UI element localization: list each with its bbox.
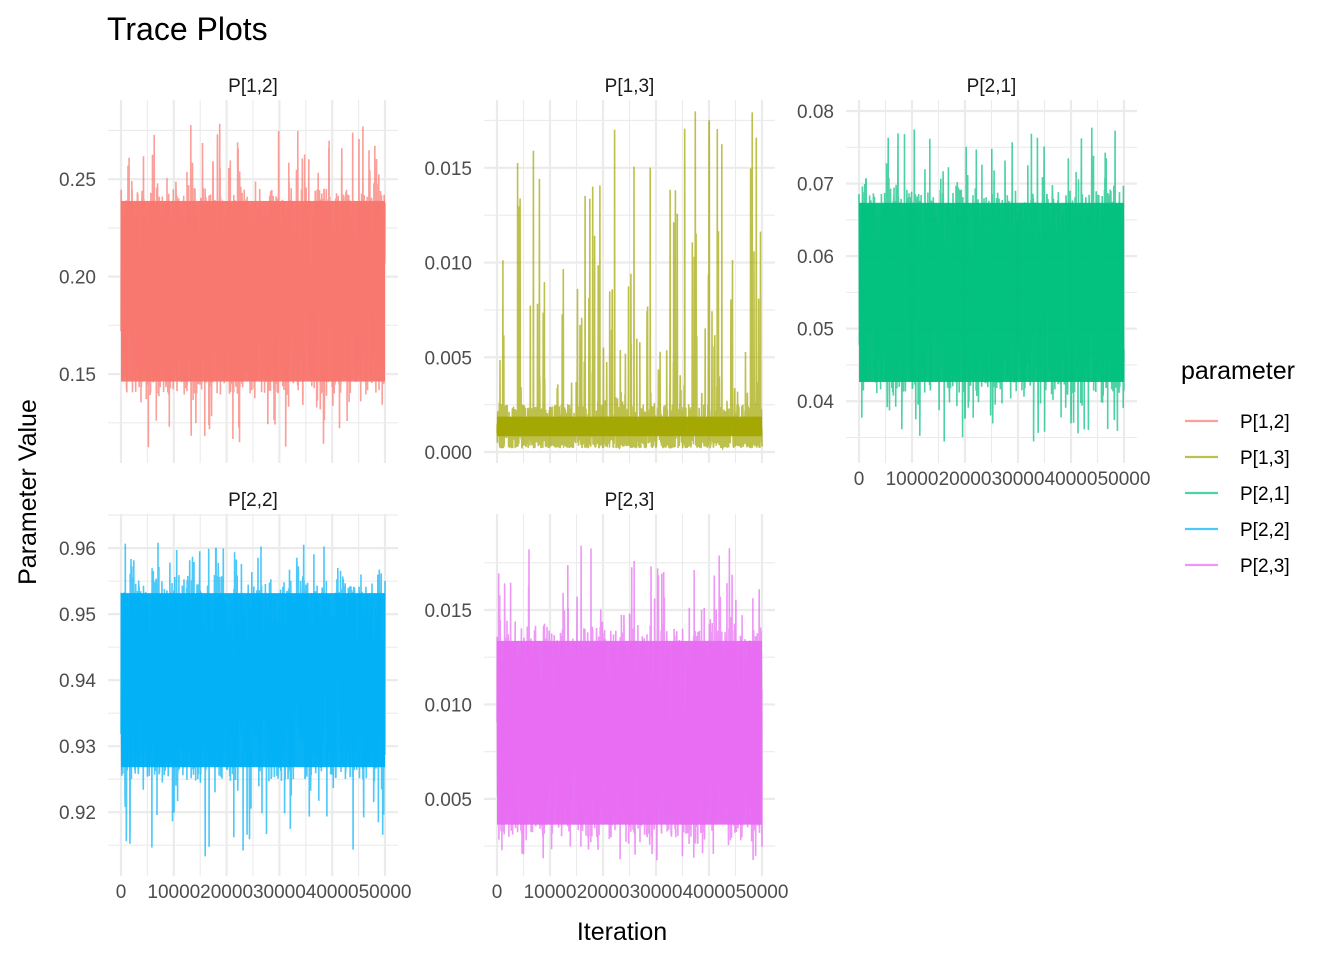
legend-label: P[2,1] <box>1240 484 1290 505</box>
legend-label: P[1,2] <box>1240 412 1290 433</box>
x-tick-label: 10000 <box>886 469 939 490</box>
facet-panel: P[1,2] 0.15 0.20 0.25 <box>59 76 398 463</box>
x-tick-label: 20000 <box>939 469 992 490</box>
x-axis-title: Iteration <box>577 918 667 946</box>
legend-label: P[1,3] <box>1240 448 1290 469</box>
facet-panel: P[2,3] 0.005 0.010 0.015 0 10000 20000 30000 400… <box>424 490 788 903</box>
x-tick-label: 40000 <box>1045 469 1098 490</box>
y-tick-label: 0.94 <box>59 671 96 692</box>
legend-label: P[2,3] <box>1240 556 1290 577</box>
x-tick-label: 40000 <box>306 882 359 903</box>
trace-core <box>121 593 385 768</box>
trace-core <box>121 200 385 382</box>
y-axis-title: Parameter Value <box>14 399 42 585</box>
x-tick-label: 10000 <box>147 882 200 903</box>
x-tick-label: 20000 <box>577 882 630 903</box>
y-tick-label: 0.015 <box>424 601 472 622</box>
x-tick-label: 0 <box>492 882 503 903</box>
x-tick-label: 30000 <box>253 882 306 903</box>
x-tick-label: 50000 <box>1098 469 1151 490</box>
y-tick-label: 0.95 <box>59 605 96 626</box>
y-tick-label: 0.20 <box>59 268 96 289</box>
y-tick-label: 0.93 <box>59 737 96 758</box>
y-tick-label: 0.15 <box>59 365 96 386</box>
x-tick-label: 30000 <box>630 882 683 903</box>
y-tick-label: 0.04 <box>797 392 834 413</box>
facet-strip-label: P[2,1] <box>967 76 1017 97</box>
facet-strip-label: P[1,2] <box>228 76 278 97</box>
y-tick-label: 0.010 <box>424 254 472 275</box>
legend-title: parameter <box>1181 357 1295 385</box>
y-tick-label: 0.010 <box>424 695 472 716</box>
x-tick-label: 0 <box>116 882 127 903</box>
y-tick-label: 0.005 <box>424 790 472 811</box>
y-tick-label: 0.000 <box>424 443 472 464</box>
x-tick-label: 50000 <box>359 882 412 903</box>
y-tick-label: 0.06 <box>797 247 834 268</box>
facet-strip-label: P[2,3] <box>605 490 655 511</box>
trace-core <box>859 202 1124 382</box>
y-tick-label: 0.05 <box>797 320 834 341</box>
y-tick-label: 0.08 <box>797 102 834 123</box>
x-tick-label: 0 <box>854 469 865 490</box>
x-tick-label: 30000 <box>992 469 1045 490</box>
facet-strip-label: P[1,3] <box>605 76 655 97</box>
facet-panel: P[2,1] 0.04 0.05 0.06 0.07 0.08 0 10000 20000 300… <box>797 76 1150 490</box>
trace-core <box>497 416 762 437</box>
y-tick-label: 0.015 <box>424 159 472 180</box>
x-tick-label: 10000 <box>524 882 577 903</box>
facet-strip-label: P[2,2] <box>228 490 278 511</box>
y-tick-label: 0.25 <box>59 170 96 191</box>
trace-core <box>497 640 762 825</box>
y-tick-label: 0.96 <box>59 539 96 560</box>
x-tick-label: 40000 <box>683 882 736 903</box>
legend: parameter P[1,2] P[1,3] P[2,1] P[2,2] P[2,3] <box>1181 357 1295 577</box>
facet-panels: P[1,2] 0.15 0.20 0.25 P[1,3] 0.000 0.005 0.010 0… <box>59 76 1150 903</box>
legend-label: P[2,2] <box>1240 520 1290 541</box>
x-tick-label: 50000 <box>736 882 789 903</box>
facet-panel: P[1,3] 0.000 0.005 0.010 0.015 <box>424 76 775 464</box>
y-tick-label: 0.92 <box>59 803 96 824</box>
x-tick-label: 20000 <box>200 882 253 903</box>
y-tick-label: 0.005 <box>424 348 472 369</box>
y-tick-label: 0.07 <box>797 175 834 196</box>
chart-title: Trace Plots <box>107 11 268 47</box>
facet-panel: P[2,2] 0.92 0.93 0.94 0.95 0.96 0 10000 20000 300… <box>59 490 411 903</box>
